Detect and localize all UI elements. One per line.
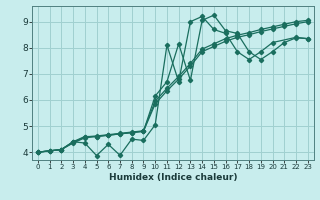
X-axis label: Humidex (Indice chaleur): Humidex (Indice chaleur) [108,173,237,182]
